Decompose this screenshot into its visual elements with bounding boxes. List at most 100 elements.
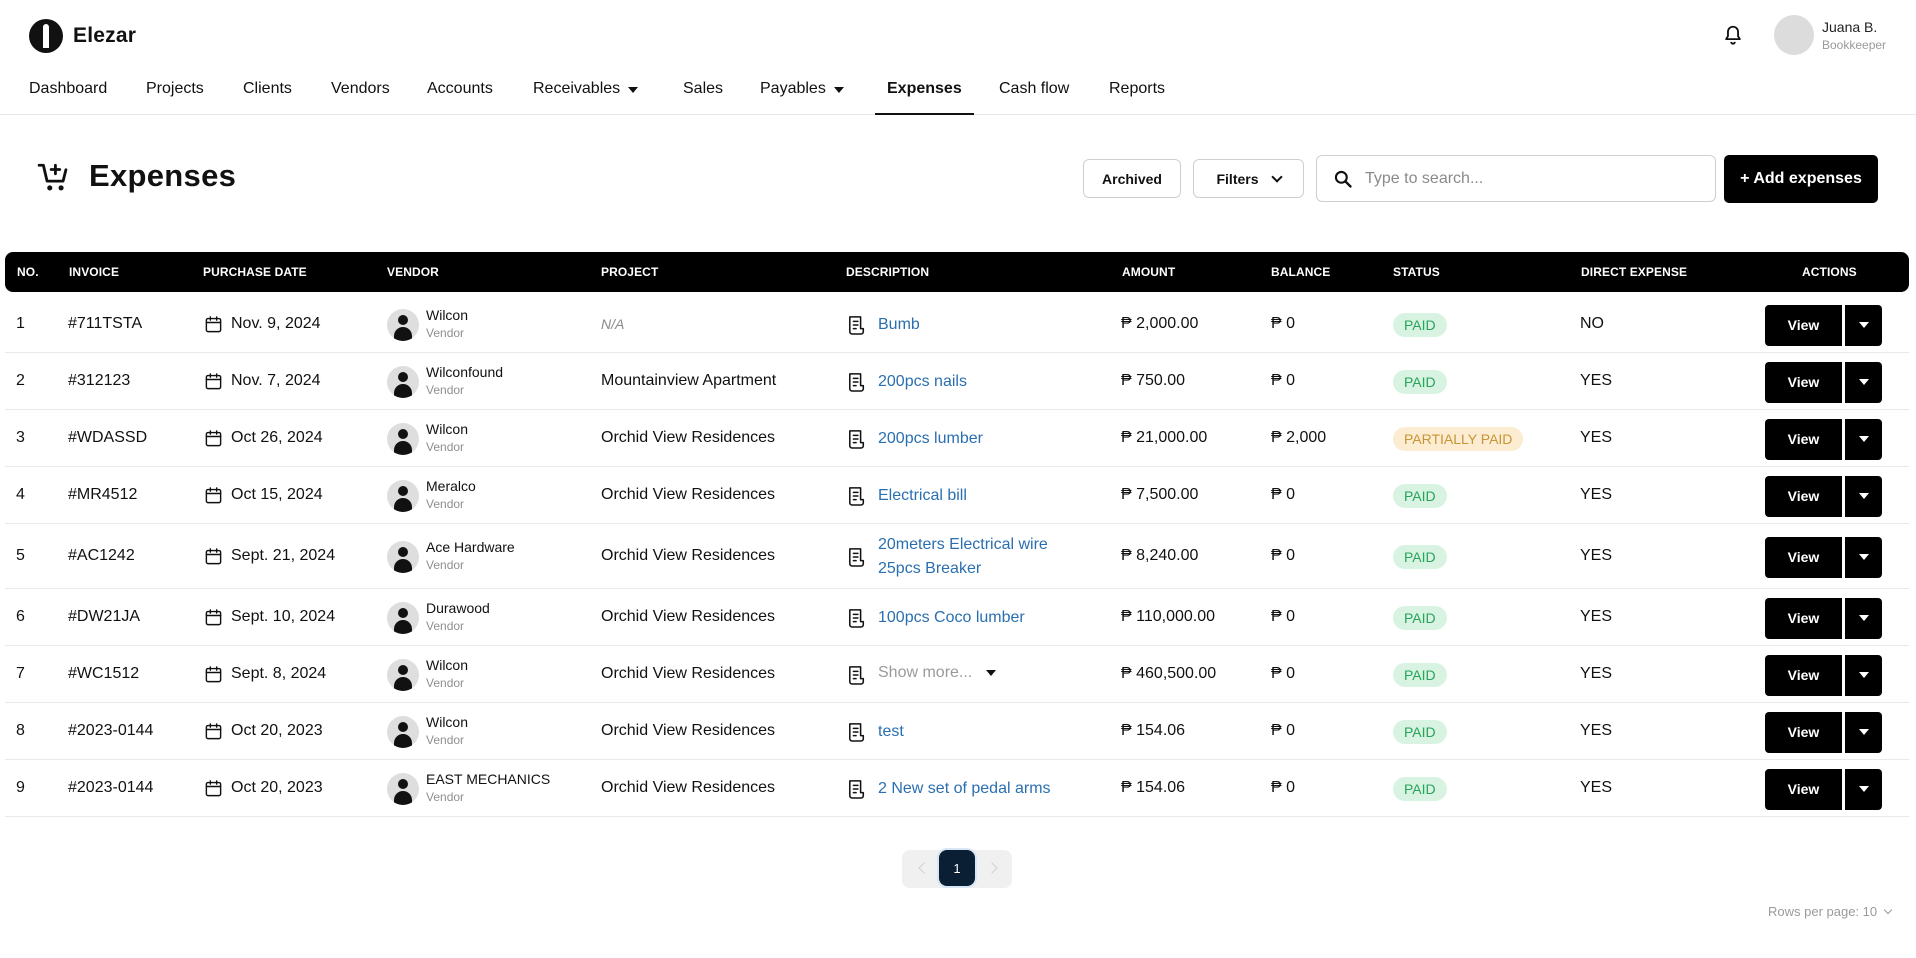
chevron-left-icon[interactable] <box>918 862 930 874</box>
nav-sales[interactable]: Sales <box>683 80 723 115</box>
page-number-button[interactable]: 1 <box>939 850 975 886</box>
column-header: DESCRIPTION <box>846 265 930 279</box>
nav-cash-flow[interactable]: Cash flow <box>999 80 1069 115</box>
logo-icon <box>29 19 63 53</box>
row-actions-dropdown[interactable] <box>1845 536 1882 578</box>
nav-payables[interactable]: Payables <box>760 80 844 115</box>
app-logo[interactable]: Elezar <box>29 19 136 53</box>
nav-expenses[interactable]: Expenses <box>875 80 974 115</box>
nav-reports[interactable]: Reports <box>1109 80 1165 115</box>
row-actions-dropdown[interactable] <box>1845 361 1882 403</box>
nav-label: Vendors <box>331 80 390 97</box>
balance: ₱ 0 <box>1271 778 1296 796</box>
row-actions-dropdown[interactable] <box>1845 768 1882 810</box>
row-actions-dropdown[interactable] <box>1845 475 1882 517</box>
description-link[interactable]: 2 New set of pedal arms <box>878 779 1051 797</box>
search-input[interactable] <box>1365 169 1695 188</box>
row-actions-dropdown[interactable] <box>1845 304 1882 346</box>
amount: ₱ 2,000.00 <box>1121 314 1199 332</box>
description-link[interactable]: test <box>878 722 904 740</box>
row-number: 9 <box>16 778 25 796</box>
description-link[interactable]: 200pcs nails <box>878 372 967 390</box>
chevron-right-icon[interactable] <box>986 862 998 874</box>
view-button[interactable]: View <box>1765 597 1842 639</box>
nav-label: Expenses <box>887 80 962 97</box>
amount: ₱ 8,240.00 <box>1121 546 1199 564</box>
top-bar: Elezar Juana B. Bookkeeper <box>0 0 1916 70</box>
nav-receivables[interactable]: Receivables <box>533 80 639 115</box>
user-avatar[interactable] <box>1774 15 1814 55</box>
description-link[interactable]: 25pcs Breaker <box>878 559 982 577</box>
vendor-name: Meralco <box>426 477 476 494</box>
view-button[interactable]: View <box>1765 711 1842 753</box>
filters-button[interactable]: Filters <box>1193 159 1304 198</box>
bell-icon[interactable] <box>1722 23 1744 47</box>
pagination: 1 <box>902 850 1012 888</box>
view-button[interactable]: View <box>1765 304 1842 346</box>
view-button[interactable]: View <box>1765 475 1842 517</box>
show-more-toggle[interactable]: Show more... <box>878 664 997 682</box>
status-badge: PAID <box>1393 776 1447 801</box>
archived-label: Archived <box>1102 170 1162 187</box>
balance: ₱ 0 <box>1271 546 1296 564</box>
view-button[interactable]: View <box>1765 361 1842 403</box>
description-link[interactable]: 200pcs lumber <box>878 429 983 447</box>
invoice-number: #312123 <box>68 371 131 389</box>
add-expenses-label: + Add expenses <box>1740 170 1862 187</box>
nav-label: Projects <box>146 80 204 97</box>
nav-label: Reports <box>1109 80 1166 97</box>
purchase-date: Sept. 10, 2024 <box>231 607 336 625</box>
vendor-avatar-icon <box>387 365 419 398</box>
column-header: STATUS <box>1393 265 1440 279</box>
user-role: Bookkeeper <box>1822 38 1887 52</box>
description-link[interactable]: Electrical bill <box>878 486 967 504</box>
nav-dashboard[interactable]: Dashboard <box>29 80 107 115</box>
view-button[interactable]: View <box>1765 768 1842 810</box>
row-actions-dropdown[interactable] <box>1845 711 1882 753</box>
nav-accounts[interactable]: Accounts <box>427 80 493 115</box>
vendor-role: Vendor <box>426 557 465 572</box>
row-actions-dropdown[interactable] <box>1845 654 1882 696</box>
view-button[interactable]: View <box>1765 536 1842 578</box>
receipt-icon <box>848 429 866 449</box>
vendor-name: Wilcon <box>426 306 469 323</box>
receipt-icon <box>848 722 866 742</box>
calendar-icon <box>204 665 223 684</box>
view-button[interactable]: View <box>1765 418 1842 460</box>
description-link[interactable]: Bumb <box>878 315 920 333</box>
status-badge: PAID <box>1393 544 1447 569</box>
project-name: Orchid View Residences <box>601 721 776 739</box>
vendor-name: Wilcon <box>426 713 469 730</box>
table-row: 3 #WDASSD Oct 26, 2024 Wilcon Vendor Orchid V… <box>5 410 1909 467</box>
project-name: Orchid View Residences <box>601 607 776 625</box>
direct-expense: YES <box>1580 664 1613 682</box>
row-actions-dropdown[interactable] <box>1845 418 1882 460</box>
user-name: Juana B. <box>1822 19 1878 35</box>
column-header: DIRECT EXPENSE <box>1581 265 1688 279</box>
vendor-avatar-icon <box>387 422 419 455</box>
description-link[interactable]: 20meters Electrical wire <box>878 535 1048 553</box>
description-link[interactable]: 100pcs Coco lumber <box>878 608 1025 626</box>
calendar-icon <box>204 722 223 741</box>
calendar-icon <box>204 608 223 627</box>
vendor-name: Wilcon <box>426 420 469 437</box>
table-header: NO. INVOICE PURCHASE DATE VENDOR PROJECT… <box>5 252 1909 292</box>
table-row: 6 #DW21JA Sept. 10, 2024 Durawood Vendor Orch… <box>5 589 1909 646</box>
table-row: 8 #2023-0144 Oct 20, 2023 Wilcon Vendor Orchi… <box>5 703 1909 760</box>
rows-per-page-select[interactable]: Rows per page: 10 <box>1768 904 1893 919</box>
nav-projects[interactable]: Projects <box>146 80 204 115</box>
status-badge: PAID <box>1393 312 1447 337</box>
row-number: 4 <box>16 485 25 503</box>
invoice-number: #DW21JA <box>68 607 141 625</box>
invoice-number: #MR4512 <box>68 485 138 503</box>
invoice-number: #2023-0144 <box>68 721 154 739</box>
vendor-avatar-icon <box>387 601 419 634</box>
nav-clients[interactable]: Clients <box>243 80 292 115</box>
add-expenses-button[interactable]: + Add expenses <box>1724 155 1878 203</box>
view-button[interactable]: View <box>1765 654 1842 696</box>
nav-vendors[interactable]: Vendors <box>331 80 390 115</box>
balance: ₱ 0 <box>1271 371 1296 389</box>
row-actions-dropdown[interactable] <box>1845 597 1882 639</box>
archived-button[interactable]: Archived <box>1083 159 1181 198</box>
search-box[interactable] <box>1316 155 1716 202</box>
